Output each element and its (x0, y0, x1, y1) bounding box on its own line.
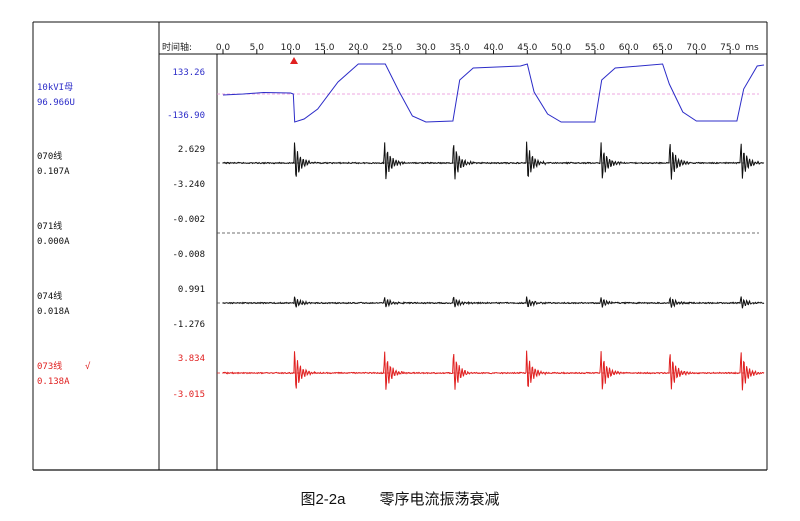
channel-name: 070线 (37, 150, 62, 162)
channel-3: 074线 0.018A 0.991 -1.276 (37, 285, 765, 330)
x-tick-label: 75.0 (720, 43, 740, 53)
channel-min: -0.008 (172, 250, 205, 260)
channel-4: 073线 √ 0.138A 3.834 -3.015 (37, 350, 765, 400)
channel-0: 10kVI母 96.966U 133.26 -136.90 (37, 63, 765, 123)
x-tick-label: 50.0 (551, 43, 571, 53)
x-tick-label: 0.0 (216, 43, 231, 53)
channel-max: -0.002 (172, 215, 205, 225)
x-tick-label: 70.0 (686, 43, 706, 53)
channel-min: -3.015 (172, 390, 205, 400)
channel-value: 0.138A (37, 377, 70, 387)
channel-trace (222, 141, 765, 180)
caption-text: 零序电流振荡衰减 (379, 490, 500, 508)
x-tick-label: 30.0 (416, 43, 436, 53)
channel-2: 071线 0.000A -0.002 -0.008 (37, 215, 759, 260)
caption-number: 图2-2a (300, 491, 346, 508)
channel-name: 073线 (37, 360, 62, 372)
chart-frame (32, 21, 768, 471)
channel-name: 10kVI母 (37, 82, 73, 93)
time-axis-label: 时间轴: (162, 41, 192, 53)
channel-check-mark: √ (85, 361, 91, 372)
figure-caption: 图2-2a 零序电流振荡衰减 (0, 488, 800, 509)
channel-trace (223, 350, 765, 391)
x-tick-label: 25.0 (382, 43, 402, 53)
x-tick-label: 10.0 (281, 43, 301, 53)
x-tick-label: 20.0 (348, 43, 368, 53)
time-axis: 时间轴: 0.0 5.0 10.0 15.0 20.0 25.0 30.0 35.0 40.0 45… (162, 41, 759, 64)
channel-trace (222, 63, 765, 123)
x-tick-label: 40.0 (483, 43, 503, 53)
channel-value: 0.107A (37, 167, 70, 177)
channel-value: 96.966U (37, 98, 75, 108)
channel-min: -3.240 (172, 180, 205, 190)
x-tick-label: 60.0 (619, 43, 639, 53)
time-marker-icon (290, 57, 299, 64)
channel-max: 2.629 (178, 145, 205, 155)
x-tick-label: 35.0 (450, 43, 470, 53)
channel-value: 0.018A (37, 307, 70, 317)
x-unit-label: ms (745, 43, 759, 53)
channel-min: -1.276 (172, 320, 205, 330)
x-tick-label: 45.0 (517, 43, 537, 53)
channel-1: 070线 0.107A 2.629 -3.240 (37, 141, 765, 190)
x-tick-label: 55.0 (585, 43, 605, 53)
x-tick-label: 5.0 (250, 43, 265, 53)
channel-max: 133.26 (172, 68, 205, 78)
channel-name: 071线 (37, 220, 62, 232)
channel-value: 0.000A (37, 237, 70, 247)
channel-max: 3.834 (178, 354, 205, 364)
channel-panels: 10kVI母 96.966U 133.26 -136.90 070线 0.107A 2.62… (37, 63, 765, 400)
channel-min: -136.90 (167, 111, 205, 121)
x-tick-label: 65.0 (653, 43, 673, 53)
channel-trace (222, 296, 765, 309)
channel-max: 0.991 (178, 285, 205, 295)
channel-name: 074线 (37, 290, 62, 302)
x-tick-label: 15.0 (314, 43, 334, 53)
